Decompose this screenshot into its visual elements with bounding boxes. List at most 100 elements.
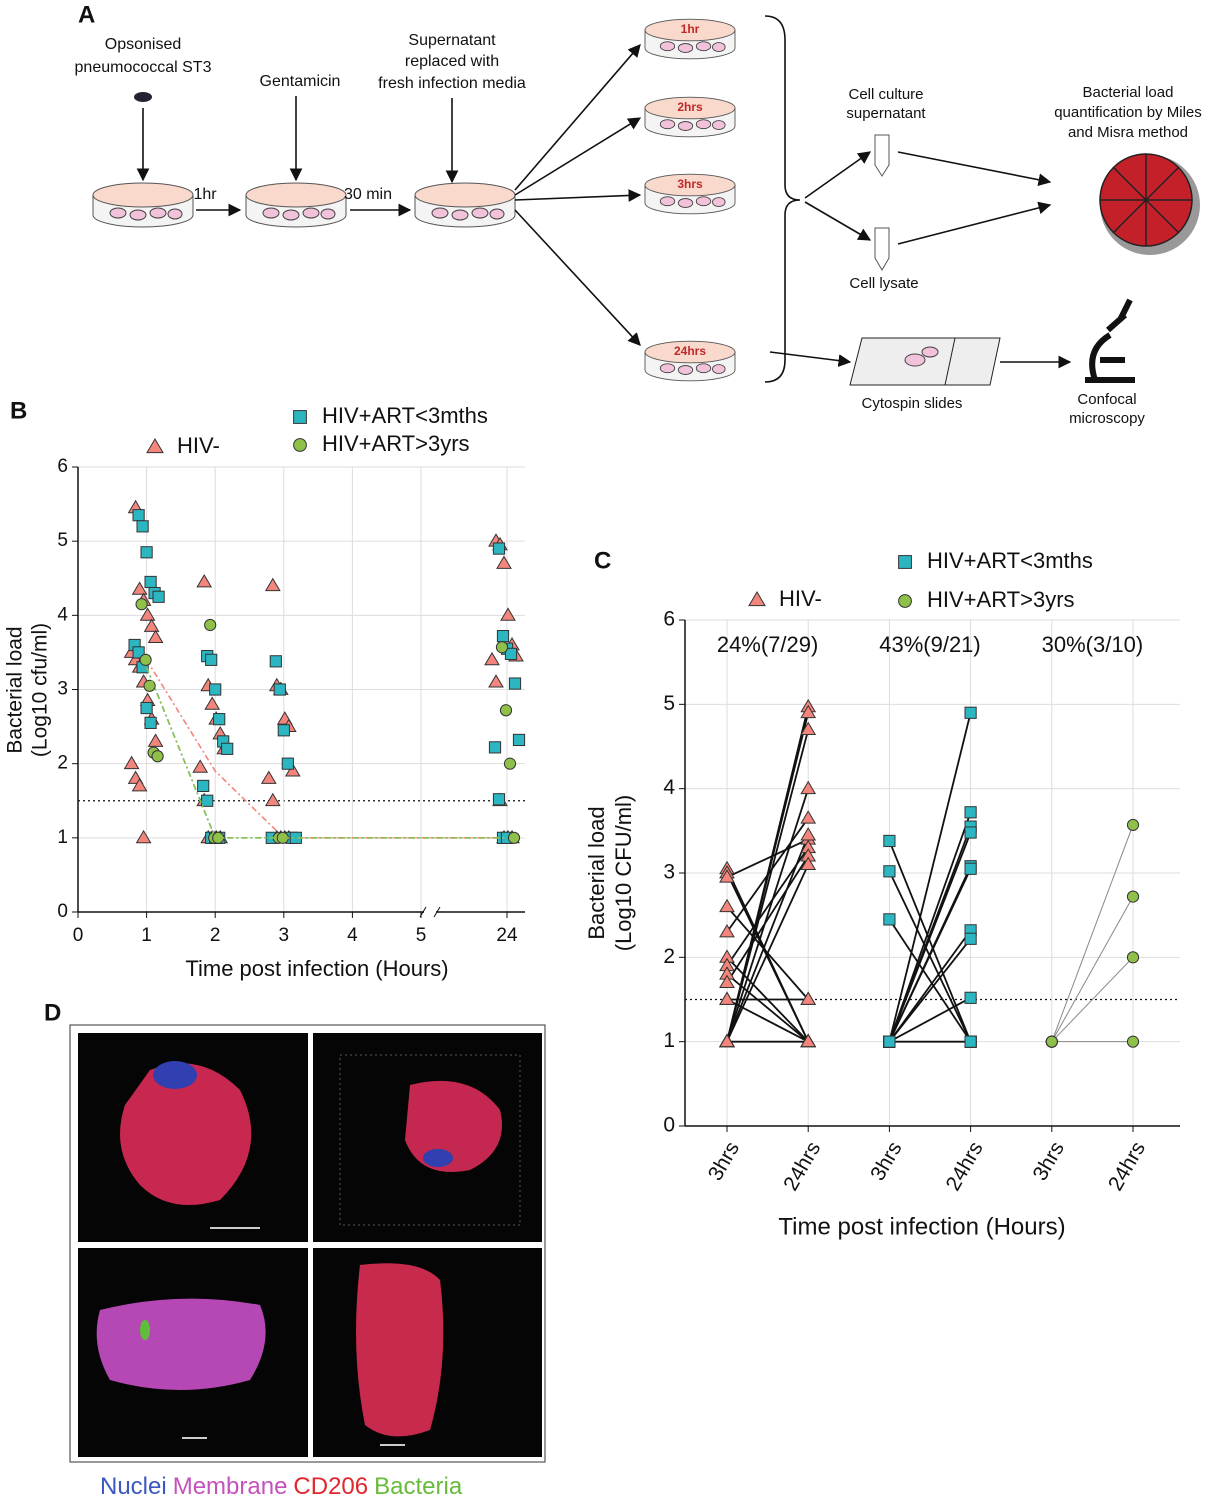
point [213,713,226,726]
arrow [514,117,642,196]
arrow [514,189,642,202]
x-tick-label: 24hrs [942,1138,988,1195]
dish [92,182,194,228]
point [281,757,294,770]
point [800,991,817,1005]
label: Gentamicin [260,73,341,90]
pair-line [726,729,810,1042]
point [800,721,817,736]
legend-label: HIV+ART>3yrs [927,587,1075,612]
legend-marker [898,594,912,608]
cell-icon [921,346,939,358]
pair-line [888,712,972,1042]
label: Supernatant [408,32,496,49]
point [719,869,735,883]
pair-line [726,834,810,1042]
pair-line [888,868,972,1043]
pair-line [726,838,809,879]
point [144,716,157,729]
pair-line [888,997,972,1043]
arrow [804,201,872,241]
point [964,991,977,1004]
axis-title: (Log10 CFU/ml) [611,795,636,951]
point [132,509,145,522]
dish [245,182,347,228]
point [800,704,817,719]
point [883,865,896,878]
axis-title: Bacterial load [584,806,609,939]
point [719,974,735,989]
point [800,810,817,824]
bacteria-icon [134,92,152,102]
axis-title: Bacterial load [4,626,27,753]
point [136,520,149,533]
render-box [339,1054,521,1226]
stain-name: Bacteria [374,1473,463,1499]
point [508,677,522,690]
point [1126,1035,1140,1048]
point [800,780,817,795]
point [488,741,502,754]
x-tick-label: 3hrs [704,1138,744,1185]
point [260,770,277,784]
point [1126,818,1140,832]
y-tick-label: 0 [57,901,68,922]
label: Bacterial load [1083,84,1174,101]
point [1126,951,1140,964]
legend-label: HIV- [177,433,220,458]
point [964,806,977,819]
tube [874,227,890,271]
label: 1hr [193,186,217,203]
legend-label: HIV+ART<3mths [322,403,488,428]
label: supernatant [846,105,926,122]
pair-line [1051,956,1134,1043]
point [499,704,513,717]
y-tick-label: 2 [57,753,68,774]
axis-title: Time post infection (Hours) [185,956,448,981]
mean-line [145,666,507,839]
y-tick-label: 1 [663,1029,675,1052]
label: Cytospin slides [862,395,963,412]
label: replaced with [405,53,499,70]
arrow [897,151,1052,187]
point [269,655,282,668]
annotation: 30%(3/10) [1042,632,1144,657]
plate-sectors [1100,154,1192,246]
y-tick-label: 6 [57,456,68,477]
legend-label: HIV+ART<3mths [927,548,1093,573]
tube [874,134,890,177]
microscope-icon [1085,298,1135,383]
cell-render [120,1063,252,1205]
y-tick-label: 4 [57,604,68,625]
point [139,653,152,666]
x-tick-label: 3hrs [866,1138,906,1185]
point [495,641,509,654]
point [140,546,153,559]
label: Cell culture [848,86,923,103]
y-tick-label: 6 [663,608,675,631]
point [800,1033,817,1048]
x-tick-label: 24 [496,925,518,946]
point [205,653,218,666]
cell-render [405,1080,502,1172]
point [277,724,290,737]
x-tick-label: 1 [141,925,152,946]
point [143,618,160,632]
axis-break [419,906,427,918]
point [964,706,977,719]
pair-line [726,788,810,1042]
point [488,674,504,688]
point [500,607,516,621]
x-tick-label: 24hrs [779,1138,825,1195]
timepoint-label: 24hrs [674,344,706,358]
y-tick-label: 2 [663,945,675,968]
point [135,598,148,611]
label: and Misra method [1068,124,1188,141]
arrow [514,209,641,346]
label: pneumococcal ST3 [75,59,212,76]
nucleus-render [423,1149,453,1167]
label: Cell lysate [849,275,918,292]
arrow [897,201,1052,245]
scale-bar [380,1444,405,1446]
axis-title: Time post infection (Hours) [778,1213,1065,1240]
